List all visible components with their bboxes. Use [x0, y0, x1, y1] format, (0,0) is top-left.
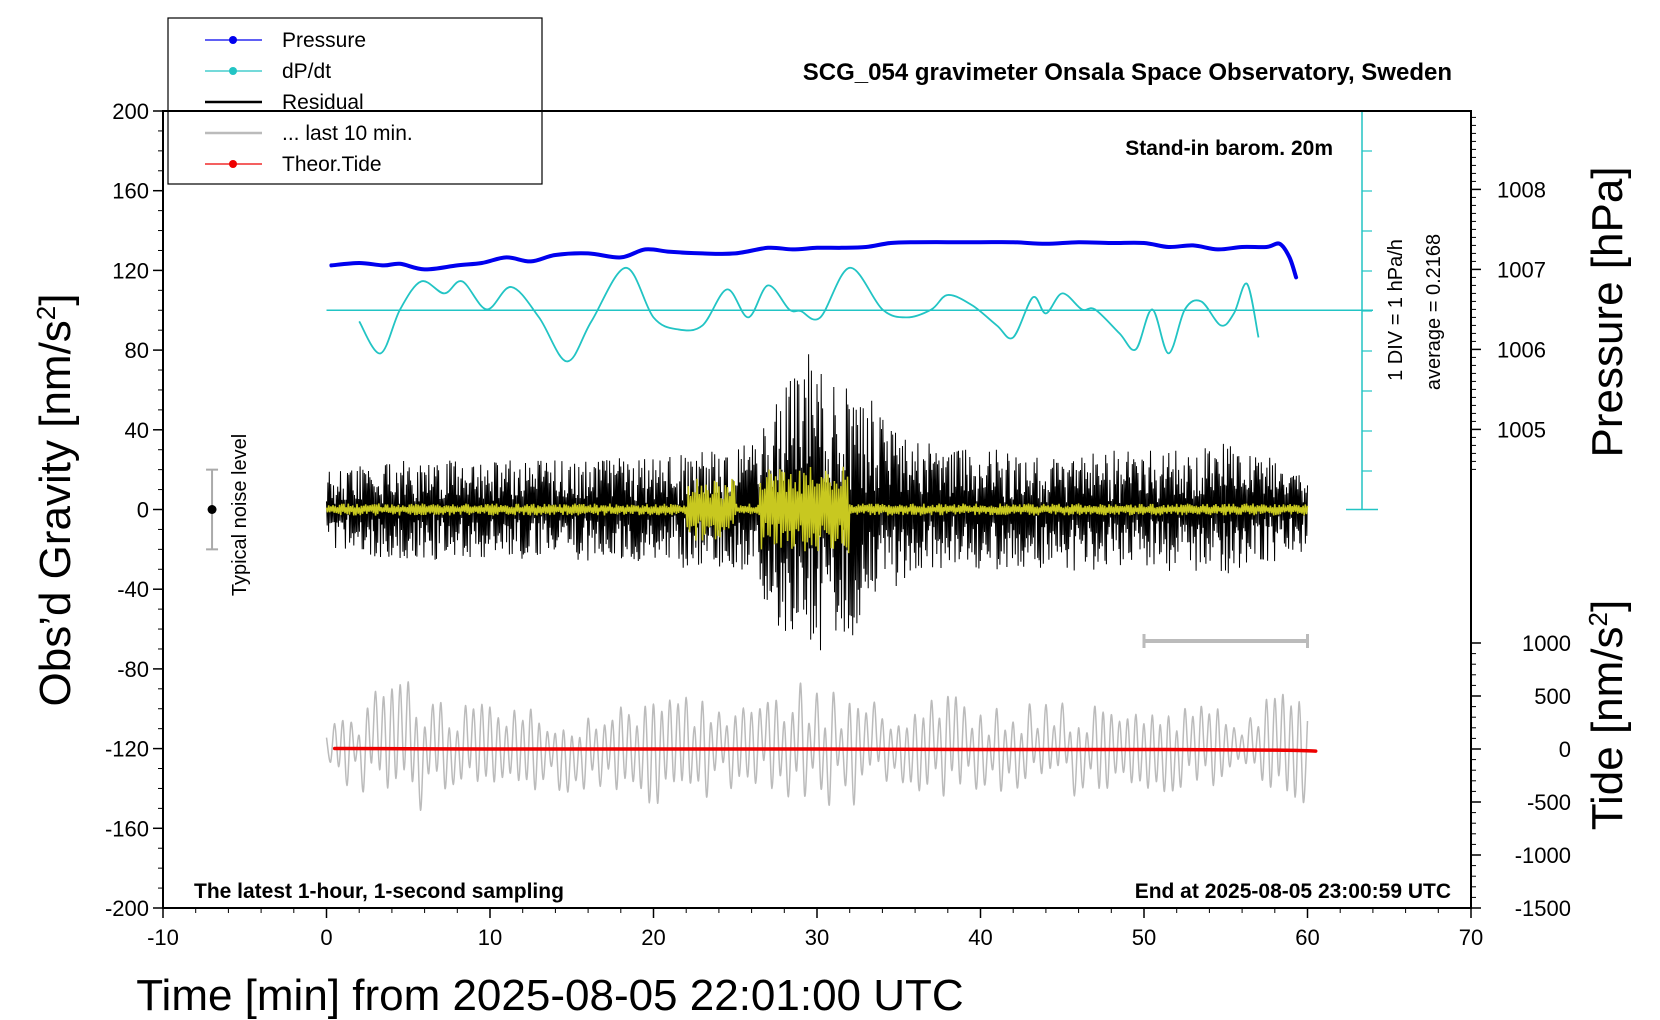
- legend-marker: [229, 36, 237, 44]
- tide-tick-label: -1000: [1515, 843, 1571, 868]
- y-tick-label: 40: [125, 418, 149, 443]
- y-tick-label: -80: [117, 657, 149, 682]
- x-axis-title: Time [min] from 2025-08-05 22:01:00 UTC: [136, 971, 963, 1020]
- average-label: average = 0.2168: [1423, 234, 1445, 390]
- legend-marker: [229, 67, 237, 75]
- legend-label: Theor.Tide: [282, 153, 382, 176]
- tide-line: [332, 746, 1318, 753]
- y-tick-label: -120: [105, 737, 149, 762]
- y-tick-label: 160: [112, 179, 149, 204]
- x-tick-label: 60: [1295, 925, 1319, 950]
- pressure-tick-label: 1008: [1497, 177, 1546, 202]
- x-tick-label: 0: [320, 925, 332, 950]
- y-tick-label: 80: [125, 338, 149, 363]
- pressure-tick-label: 1006: [1497, 337, 1546, 362]
- tide-tick-label: 0: [1559, 737, 1571, 762]
- pressure-line: [329, 240, 1299, 280]
- y-tick-label: 120: [112, 258, 149, 283]
- y-tick-label: -40: [117, 577, 149, 602]
- x-tick-label: 30: [805, 925, 829, 950]
- noise-point: [207, 505, 217, 514]
- chart-title: SCG_054 gravimeter Onsala Space Observat…: [803, 59, 1452, 86]
- x-tick-label: 10: [478, 925, 502, 950]
- legend-label: ... last 10 min.: [282, 122, 413, 145]
- data-layer: [206, 240, 1318, 811]
- y-axis-title-end: ]: [31, 293, 80, 305]
- dpdt-scale-bar: [326, 110, 1378, 511]
- dpdt-line: [358, 266, 1260, 363]
- x-tick-label: 20: [641, 925, 665, 950]
- x-tick-label: 50: [1132, 925, 1156, 950]
- tide-tick-label: -1500: [1515, 896, 1571, 921]
- tide-tick-label: 1000: [1522, 631, 1571, 656]
- axis-ticks: -10 0 10 20 30 40 50 60 70 -200 -160 -120 -80 -40 0 40 8…: [105, 99, 1571, 950]
- tide-axis-title-main: Tide [nm/s: [1583, 626, 1632, 830]
- y-axis-title-main: Obs’d Gravity [nm/s: [31, 320, 80, 706]
- tide-tick-label: 500: [1534, 684, 1571, 709]
- x-tick-label: 40: [968, 925, 992, 950]
- legend-marker: [229, 160, 237, 168]
- last-10-min-line: [325, 681, 1309, 811]
- y-tick-label: 200: [112, 99, 149, 124]
- tide-axis-title: Tide [nm/s2]: [1583, 600, 1632, 830]
- tide-tick-label: -500: [1527, 790, 1571, 815]
- stand-in-label: Stand-in barom. 20m: [1125, 137, 1333, 160]
- pressure-tick-label: 1007: [1497, 257, 1546, 282]
- y-axis-title: Obs’d Gravity [nm/s2]: [31, 293, 80, 706]
- tide-axis-title-sup: 2: [1583, 612, 1613, 626]
- legend-label: Pressure: [282, 29, 366, 52]
- plot-frame: [162, 110, 1472, 909]
- y-tick-label: 0: [137, 498, 149, 523]
- y-tick-label: -200: [105, 896, 149, 921]
- x-tick-label: -10: [147, 925, 179, 950]
- tide-axis-title-end: ]: [1583, 600, 1632, 612]
- x-tick-label: 70: [1459, 925, 1483, 950]
- end-time-label: End at 2025-08-05 23:00:59 UTC: [1135, 880, 1451, 903]
- y-tick-label: -160: [105, 816, 149, 841]
- pressure-axis-title: Pressure [hPa]: [1583, 166, 1632, 457]
- legend-label: Residual: [282, 91, 364, 114]
- legend-label: dP/dt: [282, 60, 331, 83]
- pressure-tick-label: 1005: [1497, 417, 1546, 442]
- div-label: 1 DIV = 1 hPa/h: [1385, 239, 1407, 381]
- sampling-label: The latest 1-hour, 1-second sampling: [194, 880, 564, 903]
- y-axis-title-sup: 2: [31, 306, 61, 320]
- residual-line: [326, 354, 1308, 651]
- residual-filtered-line: [325, 466, 1309, 554]
- legend: Pressure dP/dt Residual ... last 10 min. The…: [167, 17, 543, 185]
- noise-label: Typical noise level: [229, 434, 251, 596]
